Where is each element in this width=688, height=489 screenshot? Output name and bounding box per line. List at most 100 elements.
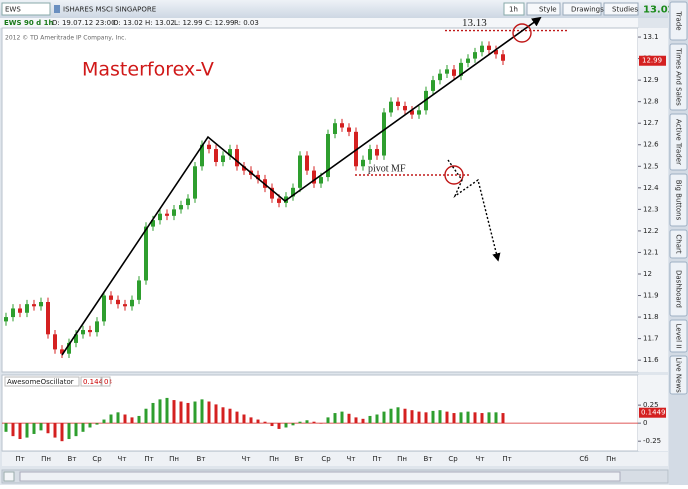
price-axis [638,28,668,372]
oscillator-bar [291,423,295,426]
x-tick-label: Ср [448,455,458,463]
oscillator-bar [494,412,498,424]
candle-body [466,58,470,63]
oscillator-bar [326,417,330,424]
candle-body [487,45,491,50]
x-tick-label: Пн [397,455,407,463]
side-tab-label: Trade [675,10,683,30]
button[interactable] [503,2,525,16]
side-tab[interactable] [669,113,688,171]
study-value: 0.14493 [83,378,112,386]
x-tick-label: Вт [295,455,304,463]
side-tab[interactable] [669,229,688,259]
oscillator-bar [368,415,372,424]
candle-body [46,301,50,335]
candle-body [368,149,372,160]
x-tick-label: Вт [68,455,77,463]
candle-body [25,304,29,313]
candle-body [403,105,407,111]
y-tick-label: 0 [643,419,647,427]
candle-body [326,133,330,178]
x-tick-label: Вт [424,455,433,463]
study-value-box [101,376,111,387]
oscillator-bar [235,411,239,424]
oscillator-panel [1,374,639,452]
oscillator-bar [39,423,43,431]
x-tick-label: Пт [15,455,24,463]
oscillator-bar [165,397,169,424]
study-label-box [4,376,80,387]
candle-body [382,112,386,156]
oscillator-bar [445,411,449,424]
side-tab[interactable] [669,319,688,353]
candle-body [39,301,43,307]
x-tick-label: Пн [269,455,279,463]
side-tab[interactable] [669,173,688,227]
scroll-button[interactable] [3,471,15,482]
oscillator-bar [221,407,225,424]
side-tab[interactable] [669,1,688,41]
candle-body [74,334,78,343]
oscillator-bar [375,414,379,424]
candle-body [32,304,36,307]
candle-body [221,155,225,162]
y-tick-label: 11.8 [643,313,659,321]
button-label: Drawings [571,6,604,14]
x-tick-label: Пн [169,455,179,463]
candle-body [256,174,260,180]
pivot-label: pivot MF [368,163,406,174]
side-tab-label: Times And Sales [675,47,683,106]
y-tick-label: 12.8 [643,98,659,106]
oscillator-bar [207,401,211,424]
y-tick-label: 13.1 [643,33,659,41]
y-tick-label: 12.9 [643,76,659,84]
candle-body [396,101,400,106]
oscillator-bar [249,417,253,424]
oscillator-bar [116,412,120,424]
scroll-thumb[interactable] [19,471,621,482]
candle-body [389,101,393,113]
oscillator-bar [354,417,358,424]
info-item: H: 13.02 [145,19,175,27]
oscillator-bar [473,412,477,424]
oscillator-bar [4,423,8,432]
candle-body [298,155,302,188]
button[interactable] [562,2,602,16]
y-tick-label: 12.5 [643,162,659,170]
oscillator-bar [487,412,491,424]
x-tick-label: Ср [92,455,102,463]
value-tag [639,407,666,418]
oscillator-bar [424,412,428,424]
candle-body [102,295,106,322]
oscillator-bar [130,417,134,424]
candle-body [375,149,379,156]
candle-body [88,329,92,333]
date-axis [2,452,668,466]
side-tab[interactable] [669,43,688,111]
oscillator-bar [403,408,407,424]
side-tab[interactable] [669,355,688,395]
x-tick-label: Вт [197,455,206,463]
oscillator-bar [319,423,323,424]
x-tick-label: Пт [502,455,511,463]
side-tab-label: Live News [675,357,683,393]
oscillator-bar [340,411,344,424]
button[interactable] [526,2,561,16]
side-tab[interactable] [669,261,688,317]
oscillator-bar [200,399,204,424]
oscillator-bar [256,419,260,424]
oscillator-bar [186,402,190,424]
candle-body [165,213,169,216]
x-tick-label: Пн [606,455,616,463]
x-tick-label: Чт [476,455,485,463]
oscillator-bar [88,423,92,428]
button[interactable] [603,2,639,16]
info-item: D: 19.07.12 23:00 [52,19,116,27]
oscillator-bar [431,410,435,424]
candle-body [235,149,239,167]
symbol: EWS [5,6,21,14]
study-value-box [80,376,102,387]
oscillator-bar [137,415,141,424]
symbol-box[interactable] [1,2,51,16]
candle-body [438,73,442,81]
